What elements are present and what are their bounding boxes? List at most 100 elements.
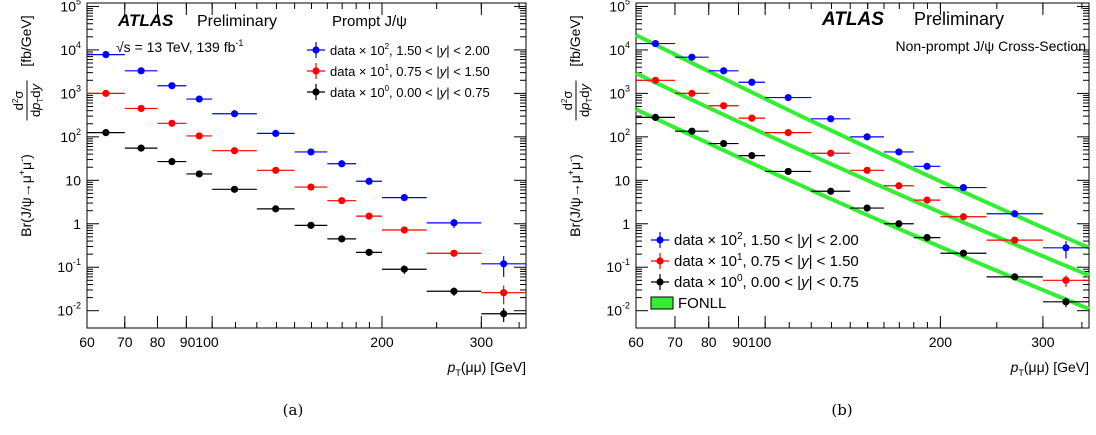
svg-text:[fb/GeV]: [fb/GeV] <box>18 15 34 66</box>
data-point <box>811 187 851 195</box>
legend-item: data × 100, 0.00 < |y| < 0.75 <box>307 84 490 100</box>
preliminary-label-b: Preliminary <box>914 9 1004 29</box>
data-point <box>327 160 357 168</box>
y-tick-label: 103 <box>60 83 81 101</box>
data-point <box>294 183 328 191</box>
y-tick-label: 1 <box>622 216 630 232</box>
legend-item: data × 101, 0.75 < |y| < 1.50 <box>307 63 490 79</box>
data-point <box>811 115 851 123</box>
data-point <box>850 166 884 174</box>
legend-item-fonll: FONLL <box>650 295 726 312</box>
data-point <box>913 234 941 242</box>
y-tick-label: 10-1 <box>57 257 81 275</box>
data-point <box>940 183 987 192</box>
data-point <box>738 152 766 160</box>
data-point <box>157 157 187 166</box>
data-point <box>87 129 125 137</box>
sublabel-b: (b) <box>831 401 852 419</box>
data-point <box>986 273 1043 281</box>
y-axis-title: Br(J/ψ→μ+μ-) <box>566 154 583 237</box>
y-tick-label: 102 <box>60 127 81 145</box>
legend-item: data × 102, 1.50 < |y| < 2.00 <box>651 231 859 249</box>
svg-text:data × 101, 0.75 < |y| < 1.50: data × 101, 0.75 < |y| < 1.50 <box>674 252 859 270</box>
data-point <box>212 147 257 155</box>
y-tick-label: 105 <box>60 0 81 14</box>
x-axis-title: pT(μμ) [GeV] <box>447 359 526 378</box>
y-tick-label: 103 <box>609 83 630 101</box>
data-point <box>636 39 675 48</box>
data-point <box>212 110 257 118</box>
preliminary-label-a: Preliminary <box>197 13 277 30</box>
data-point <box>850 133 884 141</box>
data-point <box>674 127 709 135</box>
data-point <box>811 149 851 157</box>
data-point <box>708 67 739 75</box>
svg-text:d2σ: d2σ <box>560 91 575 111</box>
legend-item: data × 100, 0.00 < |y| < 0.75 <box>651 273 859 291</box>
data-point <box>708 139 739 148</box>
sublabel-a: (a) <box>283 401 304 419</box>
x-tick-label: 300 <box>470 334 494 350</box>
y-tick-label: 1 <box>73 216 81 232</box>
data-point <box>986 210 1043 218</box>
x-tick-label: 90100 <box>180 334 219 350</box>
panel-a: 10-2 10-1 1 10 102 103 104 105 60 70 80 90100 200 300… <box>11 0 527 419</box>
data-point <box>294 221 328 229</box>
data-point <box>157 82 187 90</box>
data-point <box>426 218 482 228</box>
data-point <box>212 185 257 193</box>
data-point <box>481 308 526 322</box>
data-point <box>381 226 427 234</box>
data-point <box>913 196 941 204</box>
data-point <box>765 129 812 137</box>
x-tick-label: 200 <box>370 334 394 350</box>
legend-item: data × 102, 1.50 < |y| < 2.00 <box>307 42 490 58</box>
data-point <box>481 285 526 305</box>
plot-area-b: 10-2 10-1 1 10 102 103 104 105 60 70 80 90100 200 300… <box>560 0 1090 378</box>
data-point <box>883 182 914 190</box>
data-point <box>356 248 382 256</box>
data-point <box>327 197 357 205</box>
y-tick-label: 105 <box>609 0 630 14</box>
data-point <box>87 89 125 97</box>
x-tick-label: 300 <box>1031 334 1055 350</box>
data-point <box>381 265 427 274</box>
data-point <box>636 76 675 84</box>
legend-item: data × 101, 0.75 < |y| < 1.50 <box>651 252 859 270</box>
x-tick-label: 90100 <box>732 334 771 350</box>
data-point <box>186 95 213 103</box>
svg-text:d2σ: d2σ <box>11 91 26 111</box>
data-point <box>1042 297 1089 308</box>
legend-title-b: Non-prompt J/ψ Cross-Section <box>896 38 1086 54</box>
x-tick-label: 80 <box>150 334 166 350</box>
svg-text:dpTdy: dpTdy <box>577 82 594 117</box>
y-tick-label: 10-2 <box>606 301 630 319</box>
y-tick-label: 102 <box>609 127 630 145</box>
svg-text:data × 100, 0.00 < |y| < 0.75: data × 100, 0.00 < |y| < 0.75 <box>330 84 490 100</box>
data-point <box>674 53 709 61</box>
data-point <box>381 194 427 202</box>
y-tick-label: 10 <box>65 172 81 188</box>
x-axis-title: pT(μμ) [GeV] <box>1010 359 1089 378</box>
svg-text:data × 101, 0.75 < |y| < 1.50: data × 101, 0.75 < |y| < 1.50 <box>330 63 490 79</box>
data-point <box>765 93 812 102</box>
data-point <box>986 236 1043 244</box>
data-point <box>1042 275 1089 288</box>
data-point <box>481 256 526 277</box>
data-point <box>738 78 766 86</box>
plot-frame-a <box>86 2 527 329</box>
y-tick-label: 10-2 <box>57 301 81 319</box>
svg-text:data × 100, 0.00 < |y| < 0.75: data × 100, 0.00 < |y| < 0.75 <box>674 273 859 291</box>
legend-a: data × 102, 1.50 < |y| < 2.00 data × 101,… <box>307 42 490 100</box>
x-tick-label: 200 <box>929 334 953 350</box>
legend-title-a: Prompt J/ψ <box>332 13 407 30</box>
data-point <box>674 89 709 97</box>
data-point <box>940 249 987 257</box>
data-point <box>327 235 357 243</box>
data-point <box>124 67 158 75</box>
data-point <box>738 114 766 122</box>
atlas-label-a: ATLAS <box>117 11 174 30</box>
y-axis-title: Br(J/ψ→μ+μ-) <box>17 154 34 237</box>
